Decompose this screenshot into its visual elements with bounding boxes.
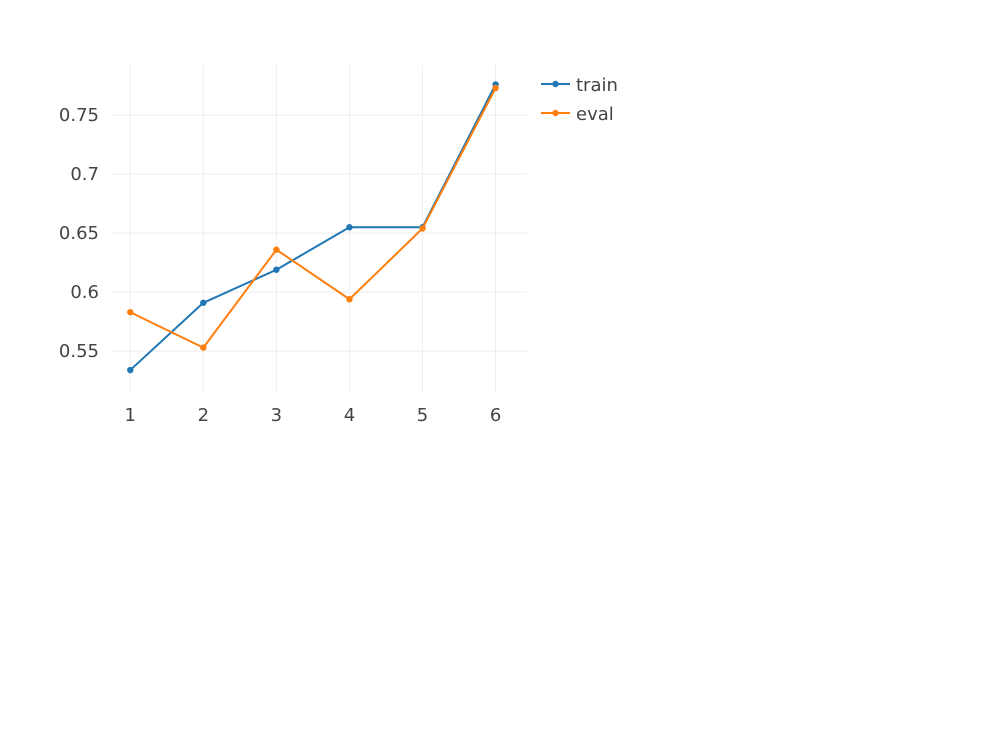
series-train xyxy=(127,81,499,374)
y-tick-label: 0.75 xyxy=(59,105,99,126)
x-tick-label: 5 xyxy=(417,405,428,426)
x-axis-ticks: 1 2 3 4 5 6 xyxy=(125,405,502,426)
x-tick-label: 4 xyxy=(344,405,355,426)
data-point-eval[interactable] xyxy=(346,296,353,303)
grid xyxy=(112,65,527,392)
series-line-eval xyxy=(129,87,497,349)
series-line-train xyxy=(129,84,497,371)
y-axis-ticks: 0.55 0.6 0.65 0.7 0.75 xyxy=(59,105,99,362)
data-point-train[interactable] xyxy=(127,366,134,374)
series-eval xyxy=(127,84,499,351)
legend-label: eval xyxy=(576,104,614,125)
x-tick-label: 3 xyxy=(271,405,282,426)
legend-item-train[interactable]: train xyxy=(541,75,618,96)
y-tick-label: 0.6 xyxy=(70,282,99,303)
series-layer xyxy=(127,81,499,374)
y-tick-label: 0.7 xyxy=(70,164,99,185)
data-point-train[interactable] xyxy=(346,224,353,231)
data-point-train[interactable] xyxy=(200,299,207,306)
legend-swatch-marker xyxy=(552,80,559,88)
x-tick-label: 2 xyxy=(198,405,209,426)
data-point-eval[interactable] xyxy=(492,84,499,92)
y-tick-label: 0.55 xyxy=(59,341,99,362)
y-tick-label: 0.65 xyxy=(59,223,99,244)
legend[interactable]: train eval xyxy=(541,75,618,125)
data-point-eval[interactable] xyxy=(200,344,207,351)
x-tick-label: 6 xyxy=(490,405,501,426)
data-point-train[interactable] xyxy=(273,266,280,273)
legend-label: train xyxy=(576,75,618,96)
legend-swatch-marker xyxy=(552,109,559,117)
data-point-eval[interactable] xyxy=(127,309,134,316)
data-point-eval[interactable] xyxy=(273,246,280,253)
data-point-eval[interactable] xyxy=(419,225,426,232)
legend-item-eval[interactable]: eval xyxy=(541,104,614,125)
x-tick-label: 1 xyxy=(125,405,136,426)
